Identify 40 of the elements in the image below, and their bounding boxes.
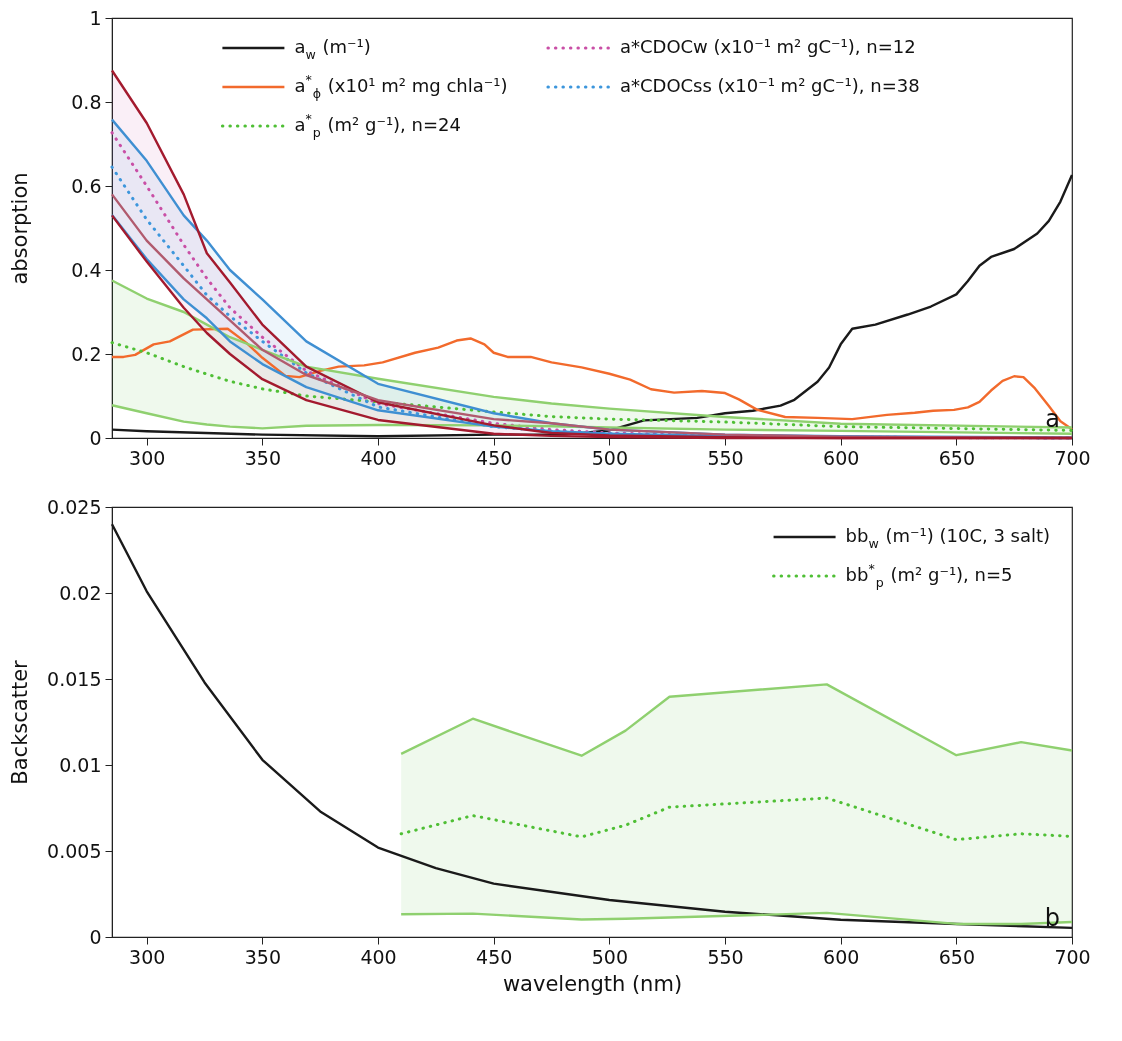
legend-label: a*ϕ (x10¹ m² mg chla⁻¹)	[294, 71, 508, 102]
x-tick-label: 700	[1054, 446, 1091, 469]
x-tick-label: 550	[707, 446, 744, 469]
x-tick-label: 650	[938, 945, 975, 968]
y-tick-label: 0.02	[59, 581, 102, 604]
x-tick-label: 600	[823, 446, 860, 469]
x-tick-label: 450	[476, 945, 513, 968]
x-tick-label: 650	[938, 446, 975, 469]
x-tick-label: 300	[129, 945, 166, 968]
x-tick-label: 500	[591, 945, 628, 968]
legend-label: bb*p (m² g⁻¹), n=5	[845, 560, 1013, 591]
y-tick-label: 0	[89, 426, 102, 449]
annotation: b	[1044, 904, 1060, 932]
legend-label: a*CDOCss (x10⁻¹ m² gC⁻¹), n=38	[619, 75, 920, 96]
y-tick-label: 0.8	[71, 90, 102, 113]
y-tick-label: 0	[89, 925, 102, 948]
legend-label: a*CDOCw (x10⁻¹ m² gC⁻¹), n=12	[619, 36, 916, 57]
y-tick-label: 1	[89, 6, 102, 29]
y-tick-label: 0.01	[59, 753, 102, 776]
y-tick-label: 0.6	[71, 174, 102, 197]
x-tick-label: 350	[244, 446, 281, 469]
x-tick-label: 450	[476, 446, 513, 469]
x-tick-label: 700	[1054, 945, 1091, 968]
x-axis-title: wavelength (nm)	[502, 971, 683, 996]
y-axis-title: Backscatter	[7, 659, 32, 785]
x-tick-label: 600	[823, 945, 860, 968]
x-tick-label: 300	[129, 446, 166, 469]
y-tick-label: 0.025	[47, 495, 102, 518]
x-tick-label: 400	[360, 945, 397, 968]
legend-label: a*p (m² g⁻¹), n=24	[294, 110, 461, 141]
y-axis-title: absorption	[7, 172, 32, 285]
x-tick-label: 500	[591, 446, 628, 469]
annotation: a	[1045, 405, 1060, 433]
x-tick-label: 400	[360, 446, 397, 469]
x-tick-label: 350	[244, 945, 281, 968]
y-tick-label: 0.4	[71, 258, 102, 281]
y-tick-label: 0.2	[71, 342, 102, 365]
y-tick-label: 0.005	[47, 839, 102, 862]
x-tick-label: 550	[707, 945, 744, 968]
y-tick-label: 0.015	[47, 667, 102, 690]
